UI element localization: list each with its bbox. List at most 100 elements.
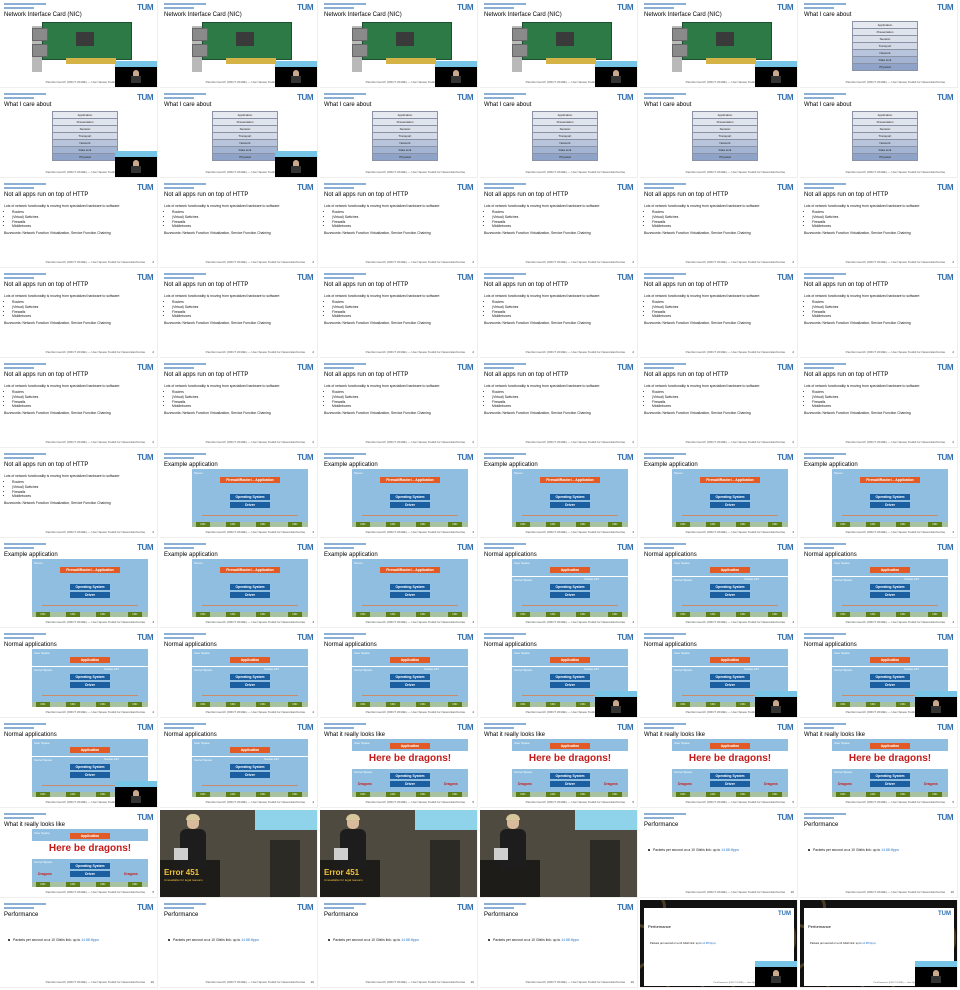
slide-body: Lots of network functionality is moving … <box>324 384 474 417</box>
nic-row <box>32 702 148 707</box>
university-wordmark <box>484 93 526 99</box>
speaker-video-thumbnail <box>595 691 637 717</box>
server-diagram: Server Firewall/Router/... Application Ope… <box>512 469 628 527</box>
university-wordmark <box>644 543 686 549</box>
kernel-space-label: Kernel Space <box>674 668 693 672</box>
slide-thumbnail: TUM Performance Packets per second on a 10… <box>800 900 958 988</box>
error-451-title: Error 451 <box>164 868 200 877</box>
page-number: 5 <box>792 800 794 804</box>
university-wordmark <box>644 273 686 279</box>
socket-api-label: Socket API <box>584 577 599 581</box>
tum-logo: TUM <box>457 363 473 372</box>
speaker-video-thumbnail <box>755 691 797 717</box>
nic-row <box>352 612 468 617</box>
slide-paragraph: Lots of network functionality is moving … <box>4 384 121 388</box>
slide-title: Not all apps run on top of HTTP <box>164 282 249 288</box>
user-space-label: User Space <box>674 741 690 745</box>
slide-thumbnail: TUM Network Interface Card (NIC) Paul Emme… <box>160 0 318 88</box>
slide-footer: Paul Emmerich (ORCT 2019E) — User Space … <box>845 170 945 174</box>
nic-box: NIC <box>516 792 530 797</box>
slide-title: Normal applications <box>164 642 217 648</box>
nic-chip <box>236 32 254 46</box>
slide-footer: Paul Emmerich (ORCT 2019E) — User Space … <box>685 260 785 264</box>
page-number: 10 <box>470 980 474 984</box>
bullet-item: Firewalls <box>172 400 314 405</box>
here-be-dragons-text: Here be dragons! <box>368 753 452 764</box>
server-label: Server <box>674 471 683 475</box>
kernel-space-band <box>512 769 628 792</box>
slide-title: Not all apps run on top of HTTP <box>4 372 89 378</box>
bullet-item: (Virtual) Switches <box>652 395 794 400</box>
driver-box: Driver <box>550 502 590 508</box>
nic-pcie-connector <box>226 58 276 64</box>
bullet-item: Routers <box>652 390 794 395</box>
slide-thumbnail: TUM What I care about Application Presentat… <box>800 90 958 178</box>
bus-line <box>682 605 778 606</box>
bullet-item: Middleboxes <box>812 224 954 229</box>
bullet-item: Routers <box>12 300 154 305</box>
page-number: 3 <box>472 530 474 534</box>
slide-footer: Paul Emmerich (ORCT 2019E) — User Space … <box>45 260 145 264</box>
slide-title: What it really looks like <box>4 822 66 828</box>
bullet-list: Routers(Virtual) SwitchesFirewallsMiddle… <box>4 300 154 319</box>
nic-box: NIC <box>416 792 430 797</box>
os-box: Operating System <box>550 494 590 500</box>
nic-box: NIC <box>706 612 720 617</box>
server-diagram: Server Firewall/Router/... Application Ope… <box>192 559 308 617</box>
speaker-figure <box>931 700 941 713</box>
bullet-item: (Virtual) Switches <box>812 305 954 310</box>
os-box: Operating System <box>70 863 110 869</box>
bullet-list: Routers(Virtual) SwitchesFirewallsMiddle… <box>4 210 154 229</box>
performance-value: 14.88 Mpps <box>561 938 579 942</box>
layered-diagram: User Space Application Here be dragons! Ker… <box>832 739 948 797</box>
slide-title: Example application <box>804 462 858 468</box>
user-space-label: User Space <box>834 651 850 655</box>
tum-logo: TUM <box>617 543 633 552</box>
laptop <box>174 848 188 860</box>
application-box: Application <box>710 657 750 663</box>
tum-logo: TUM <box>937 453 953 462</box>
kernel-space-label: Kernel Space <box>834 770 853 774</box>
tum-logo: TUM <box>777 813 793 822</box>
speaker-video-thumbnail <box>115 781 157 807</box>
slide-footer: Paul Emmerich (ORCT 2019E) — User Space … <box>365 530 465 534</box>
bullet-item: Routers <box>332 210 474 215</box>
slide-body: Lots of network functionality is moving … <box>804 294 954 327</box>
nic-box: NIC <box>768 792 782 797</box>
nic-box: NIC <box>546 522 560 527</box>
bullet-item: (Virtual) Switches <box>492 305 634 310</box>
bullet-item: Firewalls <box>332 310 474 315</box>
nic-box: NIC <box>416 702 430 707</box>
tum-logo: TUM <box>137 183 153 192</box>
space-separator <box>672 576 788 577</box>
socket-api-label: Socket API <box>904 577 919 581</box>
nic-row <box>512 522 628 527</box>
tum-logo: TUM <box>777 3 793 12</box>
university-wordmark <box>324 273 366 279</box>
server-label: Server <box>194 471 203 475</box>
bullet-item: Middleboxes <box>12 494 154 499</box>
dragons-label: Dragons <box>604 782 618 786</box>
slide-thumbnail: TUM Not all apps run on top of HTTP Lots o… <box>320 270 478 358</box>
slide-paragraph: Lots of network functionality is moving … <box>804 204 921 208</box>
slide-footer: Paul Emmerich (ORCT 2019E) — User Space … <box>525 260 625 264</box>
slide-title: What I care about <box>644 102 692 108</box>
bullet-item: Middleboxes <box>652 314 794 319</box>
tum-logo: TUM <box>777 543 793 552</box>
driver-box: Driver <box>230 592 270 598</box>
nic-chip <box>396 32 414 46</box>
bullet-list: Routers(Virtual) SwitchesFirewallsMiddle… <box>804 390 954 409</box>
tum-logo: TUM <box>457 543 473 552</box>
bullet-item: Middleboxes <box>492 404 634 409</box>
speaker-figure <box>291 70 301 83</box>
university-wordmark <box>164 3 206 9</box>
nic-box: NIC <box>256 792 270 797</box>
bullet-item: Routers <box>492 300 634 305</box>
slide-thumbnail: TUM Not all apps run on top of HTTP Lots o… <box>640 180 798 268</box>
os-box: Operating System <box>550 584 590 590</box>
nic-box: NIC <box>196 792 210 797</box>
slide-body: Lots of network functionality is moving … <box>644 384 794 417</box>
slide-title: Network Interface Card (NIC) <box>484 12 562 18</box>
bullet-item: Routers <box>652 210 794 215</box>
laptop <box>334 848 348 860</box>
